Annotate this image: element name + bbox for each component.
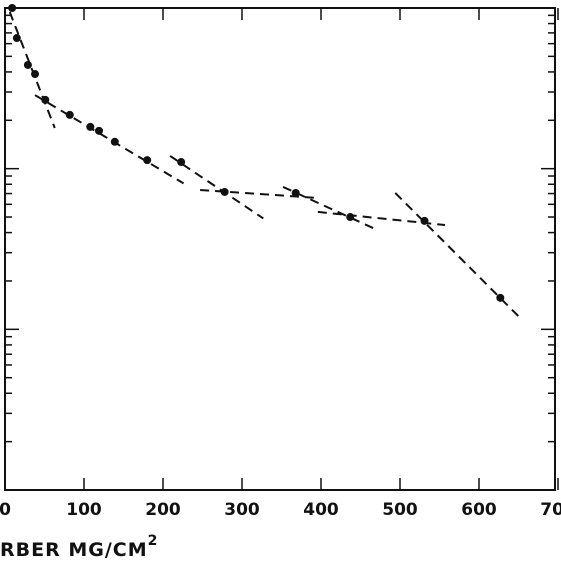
data-point — [8, 4, 17, 12]
fit-line — [8, 11, 56, 129]
fit-line — [200, 188, 318, 199]
x-axis-label: RBER MG/CM2 — [0, 533, 158, 561]
x-tick-label: 0 — [0, 500, 11, 520]
x-tick-label: 200 — [145, 500, 181, 520]
x-axis-label-sup: 2 — [148, 533, 159, 549]
data-point — [177, 158, 186, 167]
x-tick-label: 700 — [540, 500, 561, 520]
x-tick-label: 500 — [382, 500, 418, 520]
x-axis-label-text: RBER MG/CM — [0, 539, 148, 561]
data-point — [346, 213, 355, 222]
data-point — [291, 188, 300, 197]
x-tick-label: 300 — [224, 500, 260, 520]
x-tick-label: 100 — [66, 500, 102, 520]
data-point — [420, 216, 429, 225]
data-point — [95, 126, 104, 135]
data-point — [65, 110, 74, 119]
data-point — [86, 122, 95, 131]
data-point — [31, 70, 40, 79]
data-point — [220, 187, 229, 196]
data-point — [23, 60, 32, 69]
data-point — [41, 95, 50, 104]
plot-frame — [4, 7, 556, 491]
x-tick-label: 400 — [303, 500, 339, 520]
fit-line — [34, 94, 185, 185]
data-point — [110, 137, 119, 146]
x-tick-label: 600 — [461, 500, 497, 520]
fit-line — [394, 192, 524, 321]
fit-line — [169, 155, 264, 220]
data-point — [12, 34, 21, 43]
data-point — [143, 156, 152, 165]
data-point — [496, 293, 505, 302]
